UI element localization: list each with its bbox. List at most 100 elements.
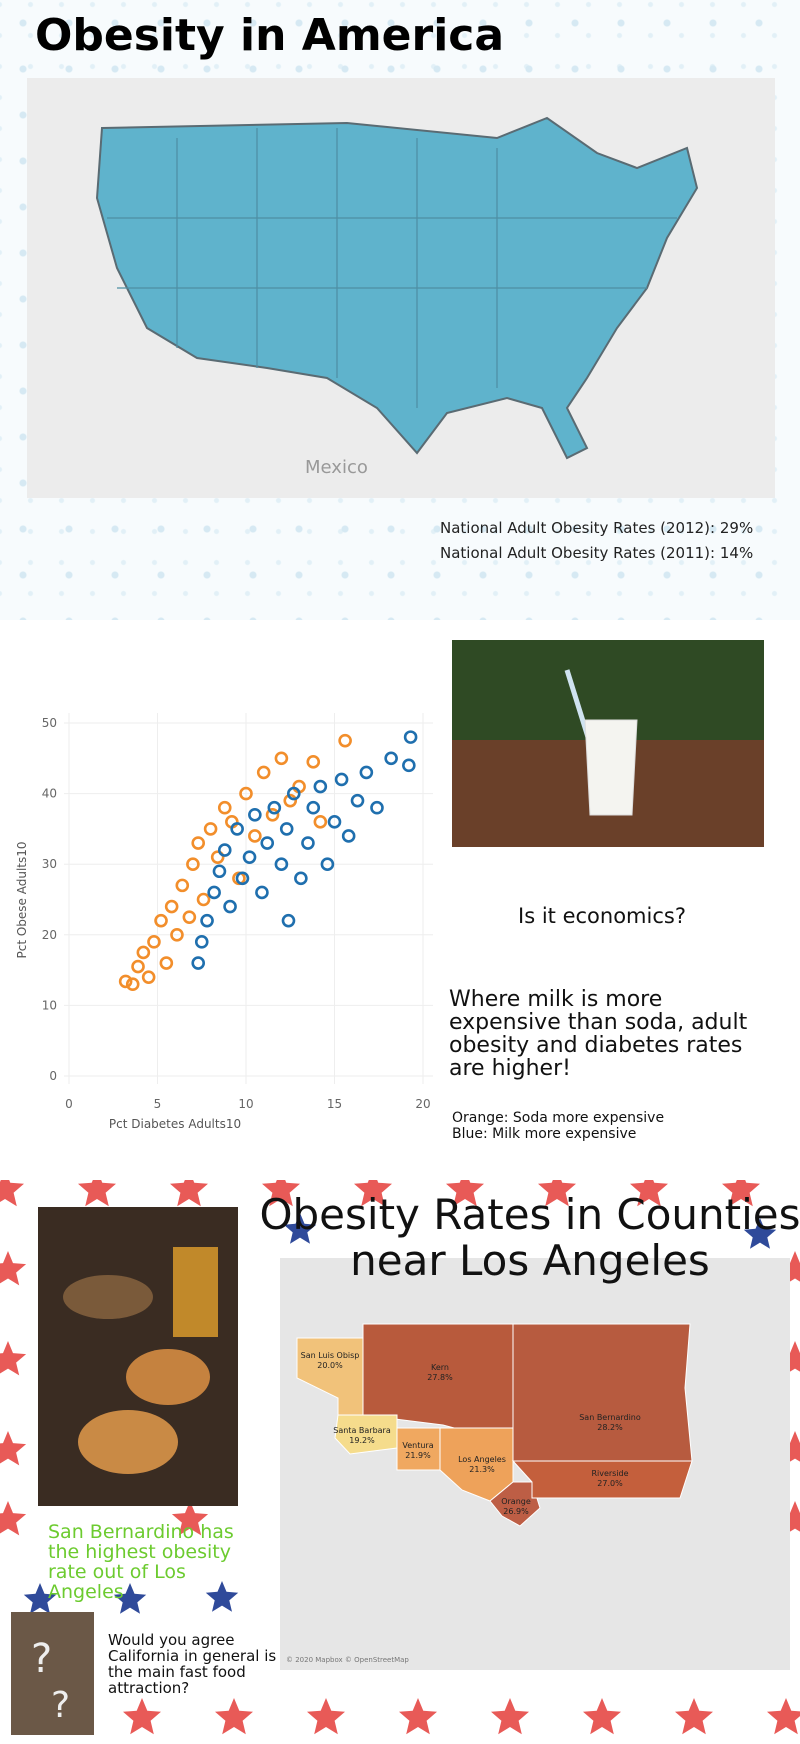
star	[767, 1698, 800, 1735]
point	[313, 779, 328, 794]
star	[0, 1251, 27, 1286]
point	[154, 913, 168, 928]
star	[538, 1180, 576, 1207]
point	[136, 945, 151, 960]
highlight: San Bernardino has the highest obesity r…	[48, 1521, 234, 1603]
star	[0, 1341, 27, 1376]
y-tick-label: 20	[42, 928, 57, 942]
point	[306, 755, 321, 769]
star	[0, 1180, 24, 1207]
map-label: Mexico	[305, 457, 368, 478]
point	[131, 959, 145, 974]
point	[327, 815, 342, 829]
point	[248, 829, 262, 843]
y-axis-label: Pct Obese Adults10	[15, 841, 29, 958]
point	[200, 913, 214, 928]
x-tick-label: 15	[327, 1097, 342, 1111]
x-tick-label: 0	[65, 1097, 73, 1111]
point	[212, 864, 227, 879]
y-tick-label: 30	[42, 857, 57, 871]
point	[294, 871, 308, 886]
star	[399, 1698, 437, 1735]
question-marks: ?	[51, 1685, 70, 1726]
point	[403, 730, 418, 744]
point	[384, 751, 398, 766]
star	[205, 1581, 239, 1612]
county-value: 19.2%	[349, 1436, 375, 1445]
point	[359, 765, 374, 780]
fries-bowl	[63, 1275, 153, 1319]
star	[113, 1583, 147, 1614]
point	[186, 857, 200, 871]
x-axis-label: Pct Diabetes Adults10	[109, 1117, 241, 1131]
x-tick-label: 10	[238, 1097, 253, 1111]
us-map: Mexico	[27, 78, 775, 498]
point	[170, 928, 184, 942]
glass	[584, 719, 638, 816]
point	[350, 793, 365, 808]
point	[207, 885, 221, 900]
point	[274, 857, 289, 871]
point	[274, 751, 289, 766]
photo-bg	[11, 1612, 94, 1735]
star	[743, 1218, 777, 1249]
point	[370, 800, 384, 815]
point	[313, 815, 328, 829]
county-name: San Bernardino	[579, 1413, 641, 1422]
page-title: Obesity in America	[35, 10, 505, 61]
star	[446, 1180, 484, 1207]
la-map-title: Obesity Rates in Counties near Los Angel…	[259, 1190, 800, 1285]
beer	[173, 1247, 218, 1337]
star	[307, 1698, 345, 1735]
question: Is it economics?	[518, 904, 686, 928]
point	[196, 892, 211, 907]
point	[279, 822, 294, 836]
star	[171, 1501, 209, 1536]
star	[78, 1180, 116, 1207]
point	[341, 829, 356, 843]
y-tick-label: 10	[42, 998, 57, 1012]
star	[722, 1180, 760, 1207]
star	[215, 1698, 253, 1735]
point	[175, 878, 190, 893]
point	[217, 843, 232, 857]
county-value: 26.9%	[503, 1507, 529, 1516]
point	[182, 910, 197, 924]
county-name: San Luis Obisp	[301, 1351, 360, 1360]
y-tick-label: 0	[49, 1069, 57, 1083]
county-value: 27.0%	[597, 1479, 623, 1488]
county-name: Riverside	[591, 1469, 628, 1478]
point	[338, 733, 352, 748]
stat-line: National Adult Obesity Rates (2012): 29%	[440, 519, 754, 537]
point	[265, 807, 280, 822]
point	[242, 850, 257, 864]
point	[306, 800, 321, 815]
point	[147, 935, 161, 949]
point	[248, 807, 262, 822]
star	[123, 1698, 161, 1735]
point	[301, 836, 315, 850]
milk-photo	[452, 640, 764, 847]
star	[170, 1180, 208, 1207]
legend-note: Blue: Milk more expensive	[452, 1126, 637, 1142]
x-tick-label: 5	[154, 1097, 162, 1111]
y-tick-label: 50	[42, 716, 57, 730]
point	[141, 970, 156, 984]
point	[320, 857, 335, 871]
prompt: Would you agree California in general is…	[108, 1631, 277, 1697]
point	[283, 793, 298, 808]
point	[125, 977, 140, 992]
star	[262, 1180, 300, 1207]
legend-note: Orange: Soda more expensive	[452, 1110, 665, 1126]
point	[267, 800, 282, 815]
scatter-chart: Pct Diabetes Adults10 Pct Obese Adults10…	[15, 713, 433, 1131]
county	[512, 1323, 693, 1462]
star	[583, 1698, 621, 1735]
county-value: 27.8%	[427, 1373, 453, 1382]
county-name: Kern	[431, 1363, 449, 1372]
point	[159, 956, 174, 970]
point	[230, 822, 244, 836]
point	[260, 836, 275, 850]
